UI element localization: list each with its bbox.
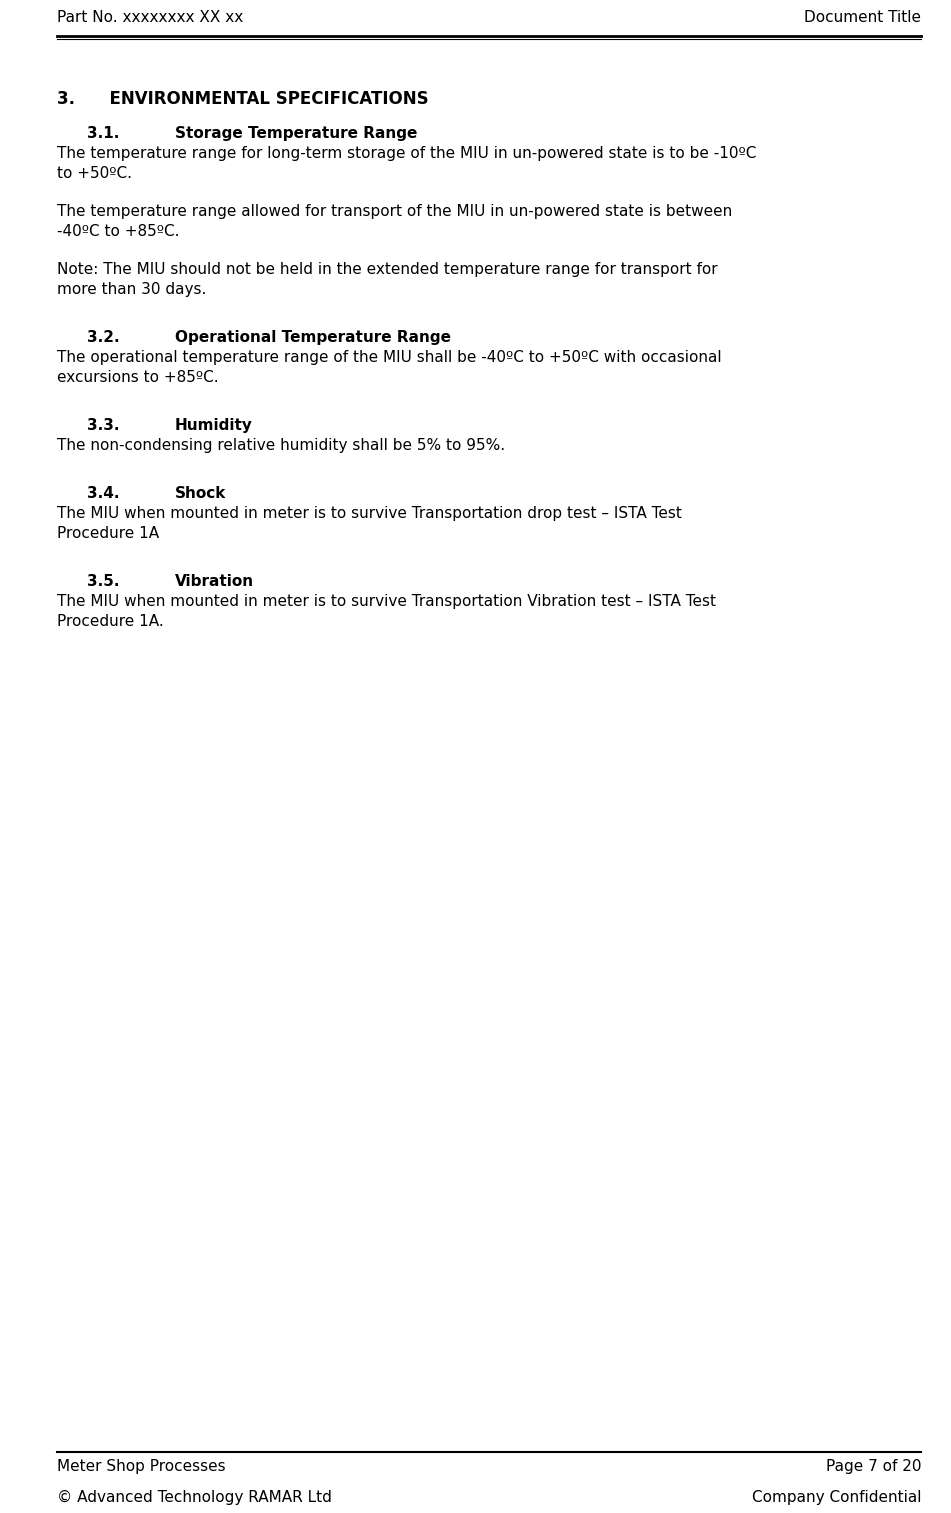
Text: Humidity: Humidity [175,418,253,433]
Text: The temperature range for long-term storage of the MIU in un-powered state is to: The temperature range for long-term stor… [57,145,756,160]
Text: more than 30 days.: more than 30 days. [57,281,206,297]
Text: Part No. xxxxxxxx XX xx: Part No. xxxxxxxx XX xx [57,11,243,26]
Text: 3.5.: 3.5. [87,573,120,589]
Text: 3.4.: 3.4. [87,486,120,501]
Text: Vibration: Vibration [175,573,254,589]
Text: Meter Shop Processes: Meter Shop Processes [57,1459,225,1474]
Text: Storage Temperature Range: Storage Temperature Range [175,126,417,141]
Text: 3.3.: 3.3. [87,418,120,433]
Text: The temperature range allowed for transport of the MIU in un-powered state is be: The temperature range allowed for transp… [57,204,732,219]
Text: The MIU when mounted in meter is to survive Transportation Vibration test – ISTA: The MIU when mounted in meter is to surv… [57,595,716,610]
Text: Page 7 of 20: Page 7 of 20 [825,1459,921,1474]
Text: 3.1.: 3.1. [87,126,120,141]
Text: Procedure 1A: Procedure 1A [57,527,159,542]
Text: The non-condensing relative humidity shall be 5% to 95%.: The non-condensing relative humidity sha… [57,437,505,452]
Text: to +50ºC.: to +50ºC. [57,166,132,182]
Text: 3.      ENVIRONMENTAL SPECIFICATIONS: 3. ENVIRONMENTAL SPECIFICATIONS [57,89,429,107]
Text: Procedure 1A.: Procedure 1A. [57,614,164,629]
Text: The operational temperature range of the MIU shall be -40ºC to +50ºC with occasi: The operational temperature range of the… [57,350,722,365]
Text: © Advanced Technology RAMAR Ltd: © Advanced Technology RAMAR Ltd [57,1490,332,1505]
Text: Company Confidential: Company Confidential [751,1490,921,1505]
Text: 3.2.: 3.2. [87,330,120,345]
Text: The MIU when mounted in meter is to survive Transportation drop test – ISTA Test: The MIU when mounted in meter is to surv… [57,505,682,520]
Text: Document Title: Document Title [804,11,921,26]
Text: Operational Temperature Range: Operational Temperature Range [175,330,451,345]
Text: excursions to +85ºC.: excursions to +85ºC. [57,371,219,384]
Text: Shock: Shock [175,486,226,501]
Text: -40ºC to +85ºC.: -40ºC to +85ºC. [57,224,180,239]
Text: Note: The MIU should not be held in the extended temperature range for transport: Note: The MIU should not be held in the … [57,262,718,277]
